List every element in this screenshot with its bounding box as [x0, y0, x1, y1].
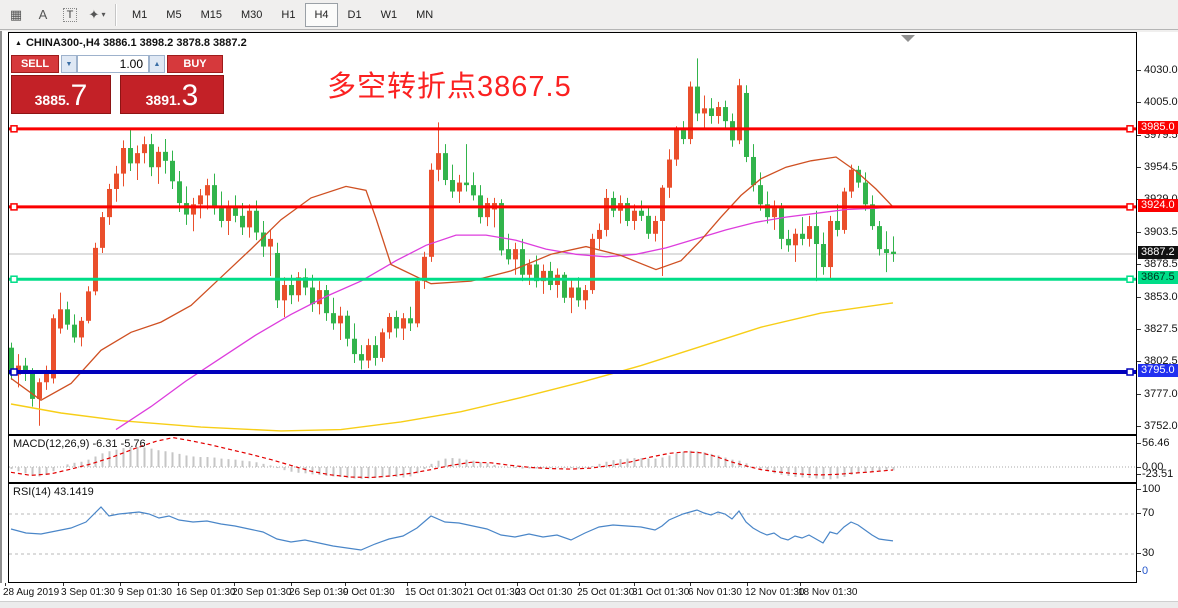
timeframe-m15-button[interactable]: M15 [200, 8, 222, 21]
price-level-tag: 3795.0 [1138, 364, 1178, 378]
sell-price[interactable]: 3885. 7 [11, 75, 111, 114]
chart-symbol-label: ▲ CHINA300-,H4 3886.1 3898.2 3878.8 3887.… [15, 37, 247, 49]
date-tick-label: 28 Aug 2019 [3, 587, 60, 598]
sell-button[interactable]: SELL [11, 55, 59, 73]
objects-arrows-icon[interactable]: ✦ ▾ [88, 6, 106, 22]
rsi-axis-label: 0 [1142, 565, 1149, 577]
toolbar-separator [115, 3, 117, 26]
toolbar: ▦ A T ✦ ▾ M1 M5 M15 M30 H1 H4 D1 W1 MN [0, 0, 1178, 30]
timeframe-mn-button[interactable]: MN [416, 8, 434, 21]
buy-button[interactable]: BUY [167, 55, 223, 73]
macd-plot [9, 436, 1136, 480]
price-level-tag: 3924.0 [1138, 198, 1178, 212]
rsi-axis: 100 70 30 0 [1137, 483, 1178, 583]
price-tick-label: 3752.0 [1144, 420, 1178, 433]
font-a-icon[interactable]: A [38, 7, 48, 22]
window-bottom-edge [0, 601, 1178, 608]
volume-input[interactable]: 1.00 [77, 55, 149, 73]
window-frame-edge [0, 31, 8, 601]
timeframe-h4-button[interactable]: H4 [305, 2, 338, 27]
timeframe-bar: M1 M5 M15 M30 H1 H4 D1 W1 MN [123, 2, 443, 27]
macd-axis-label: 56.46 [1142, 437, 1170, 449]
rsi-axis-label: 30 [1142, 547, 1155, 559]
annotation-text: 多空转折点3867.5 [327, 71, 572, 103]
timeframe-m1-button[interactable]: M1 [132, 8, 148, 21]
timeframe-h1-button[interactable]: H1 [281, 8, 296, 21]
collapse-triangle-icon[interactable]: ▲ [15, 40, 22, 47]
price-level-tag: 3887.2 [1138, 246, 1178, 259]
timeframe-d1-button[interactable]: D1 [347, 8, 362, 21]
date-tick-label: 9 Sep 01:30 [118, 587, 172, 598]
macd-axis-label: 0.00 [1142, 461, 1164, 473]
rsi-axis-label: 70 [1142, 507, 1155, 519]
date-tick-label: 18 Nov 01:30 [798, 587, 858, 598]
timeframe-w1-button[interactable]: W1 [380, 8, 398, 21]
price-tick-label: 3954.5 [1144, 160, 1178, 173]
price-tick-label: 3878.5 [1144, 258, 1178, 271]
dropdown-caret-icon: ▾ [101, 10, 106, 19]
candlestick-plot[interactable] [9, 33, 1136, 434]
date-tick-label: 31 Oct 01:30 [632, 587, 690, 598]
macd-label: MACD(12,26,9) -6.31 -5.76 [13, 438, 146, 450]
price-tick-label: 4005.0 [1144, 96, 1178, 109]
rsi-label: RSI(14) 43.1419 [13, 486, 94, 498]
price-tick-label: 3827.5 [1144, 323, 1178, 336]
timeframe-m30-button[interactable]: M30 [240, 8, 263, 21]
date-tick-label: 6 Nov 01:30 [688, 587, 742, 598]
time-axis[interactable]: 28 Aug 2019 3 Sep 01:30 9 Sep 01:30 16 Sep … [0, 583, 1178, 601]
price-tick-label: 3903.5 [1144, 226, 1178, 239]
macd-axis-label: -23.51 [1142, 468, 1174, 480]
price-level-tag: 3867.5 [1138, 271, 1178, 285]
volume-decrease-button[interactable]: ▼ [61, 55, 77, 73]
rsi-panel[interactable]: RSI(14) 43.1419 [8, 483, 1137, 583]
charts-profile-icon[interactable]: ▦ [9, 6, 23, 22]
timeframe-m5-button[interactable]: M5 [166, 8, 182, 21]
one-click-trading-panel: SELL ▼ 1.00 ▲ BUY 3885. 7 3891. 3 [11, 55, 233, 114]
price-axis[interactable]: 4030.04005.03979.53954.53929.03903.53878… [1137, 32, 1178, 435]
price-tick-label: 4030.0 [1144, 64, 1178, 77]
date-tick-label: 9 Oct 01:30 [343, 587, 395, 598]
date-tick-label: 21 Oct 01:30 [463, 587, 521, 598]
price-level-tag: 3985.0 [1138, 120, 1178, 134]
macd-panel[interactable]: MACD(12,26,9) -6.31 -5.76 [8, 435, 1137, 483]
rsi-plot [9, 506, 1136, 555]
volume-increase-button[interactable]: ▲ [149, 55, 165, 73]
text-label-icon[interactable]: T [57, 3, 83, 27]
rsi-axis-label: 100 [1142, 483, 1161, 495]
chart-shift-marker-icon[interactable] [901, 35, 915, 42]
date-tick-label: 23 Oct 01:30 [515, 587, 573, 598]
buy-price[interactable]: 3891. 3 [120, 75, 224, 114]
date-tick-label: 12 Nov 01:30 [745, 587, 805, 598]
price-chart-panel[interactable]: ▲ CHINA300-,H4 3886.1 3898.2 3878.8 3887.… [8, 32, 1137, 435]
date-tick-label: 15 Oct 01:30 [405, 587, 463, 598]
macd-axis: 56.46 0.00 -23.51 [1137, 435, 1178, 483]
date-tick-label: 16 Sep 01:30 [176, 587, 236, 598]
date-tick-label: 3 Sep 01:30 [61, 587, 115, 598]
date-tick-label: 26 Sep 01:30 [289, 587, 349, 598]
date-tick-label: 25 Oct 01:30 [577, 587, 635, 598]
price-tick-label: 3777.0 [1144, 388, 1178, 401]
date-tick-label: 20 Sep 01:30 [232, 587, 292, 598]
price-tick-label: 3853.0 [1144, 290, 1178, 303]
